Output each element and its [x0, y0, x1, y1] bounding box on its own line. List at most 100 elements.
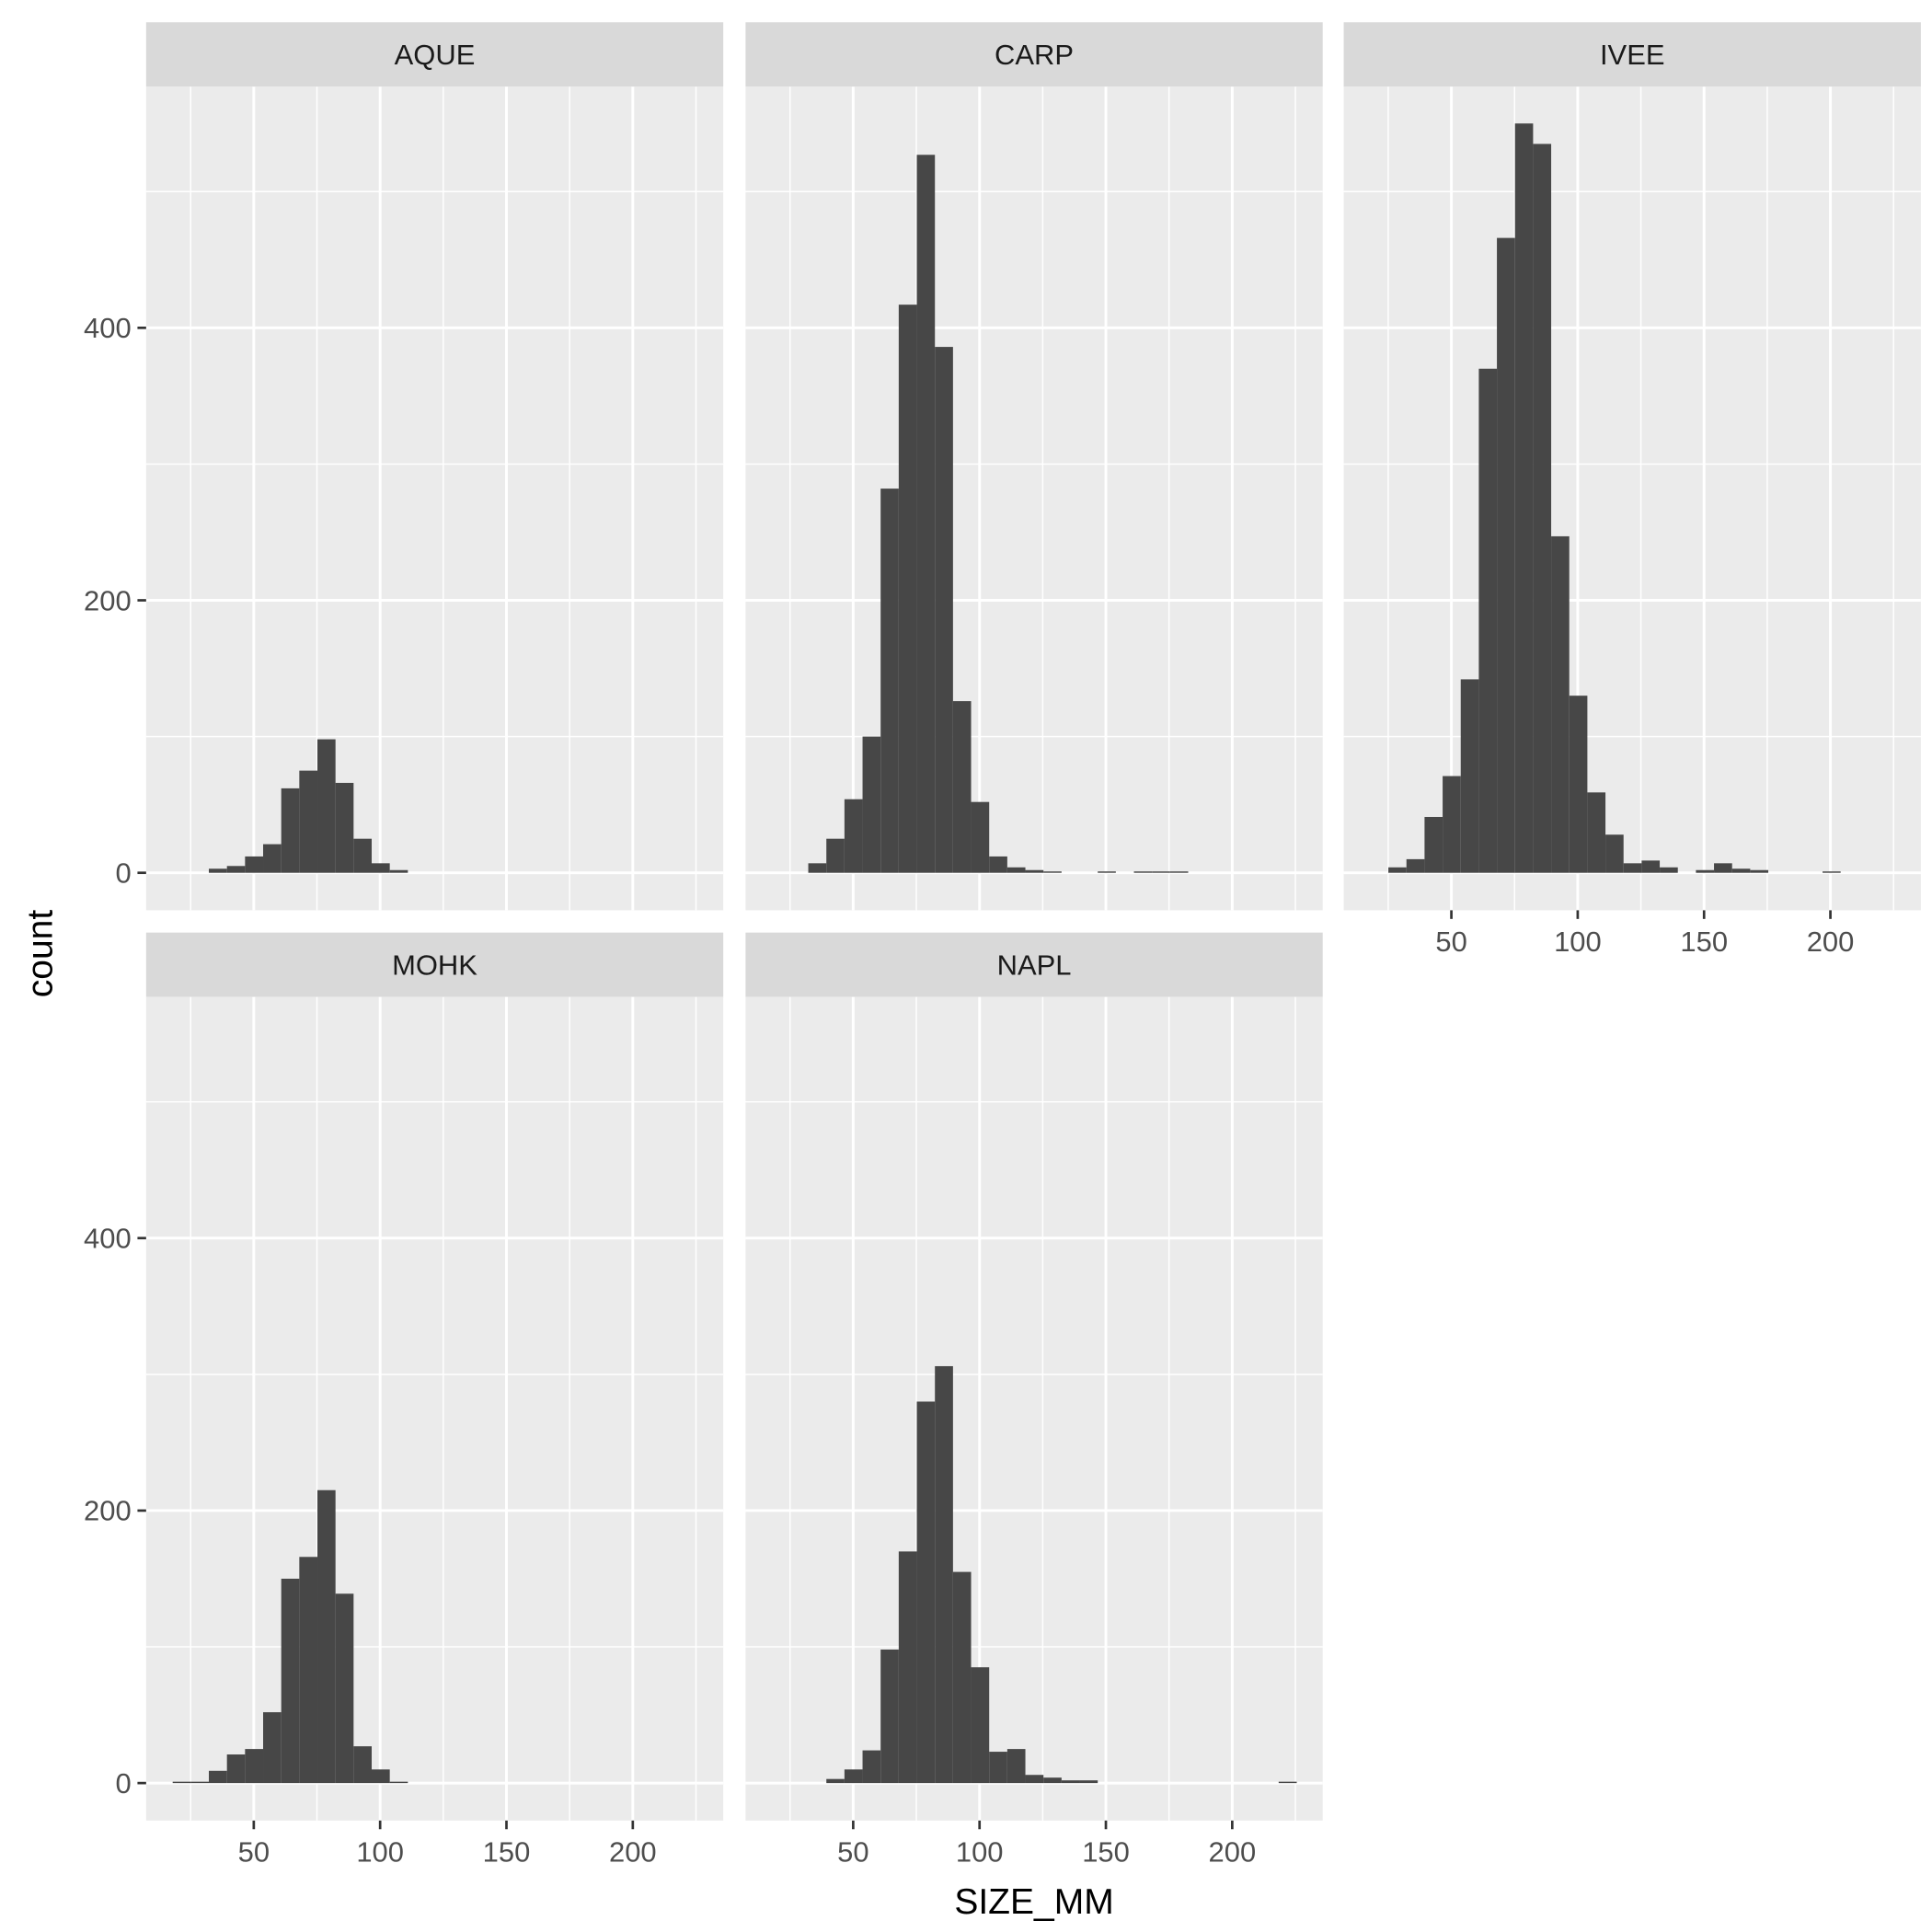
bar — [263, 1712, 282, 1784]
x-tick-label: 200 — [1807, 926, 1855, 958]
bar — [971, 801, 990, 873]
bar — [389, 869, 408, 873]
bar — [1605, 834, 1624, 873]
bar — [1514, 123, 1534, 873]
bar — [1025, 869, 1044, 873]
strip — [745, 932, 1323, 997]
strip-label: MOHK — [392, 949, 477, 981]
bar — [190, 1781, 210, 1784]
bar — [245, 1749, 264, 1784]
bar — [353, 1746, 373, 1784]
bar — [844, 799, 863, 873]
strip-label: NAPL — [997, 949, 1072, 981]
x-tick-label: 50 — [238, 1835, 270, 1868]
y-tick-label: 400 — [84, 312, 132, 344]
bar — [1497, 237, 1515, 873]
x-tick-label: 200 — [1209, 1835, 1257, 1868]
bar — [862, 1750, 881, 1784]
bar — [952, 701, 972, 873]
bar — [317, 1489, 336, 1784]
bar — [1098, 871, 1116, 873]
bar — [880, 1649, 899, 1784]
bar — [245, 856, 264, 873]
y-tick-label: 200 — [84, 1495, 132, 1527]
bar — [1714, 863, 1732, 873]
bar — [898, 305, 917, 873]
bar — [1460, 679, 1479, 873]
bar — [826, 1778, 845, 1784]
strip-label: AQUE — [395, 39, 476, 71]
strip — [145, 932, 724, 997]
bar — [209, 1770, 227, 1784]
y-tick-label: 200 — [84, 584, 132, 616]
bar — [1025, 1775, 1044, 1784]
bar — [862, 736, 881, 873]
bar — [1406, 858, 1425, 873]
y-tick-label: 400 — [84, 1223, 132, 1255]
bar — [335, 782, 354, 873]
strip-label: CARP — [995, 39, 1074, 71]
bar — [209, 868, 227, 873]
bar — [844, 1769, 863, 1784]
x-tick-label: 100 — [356, 1835, 404, 1868]
bar — [299, 1557, 318, 1784]
bar — [916, 155, 936, 873]
panel — [145, 996, 724, 1821]
bar — [880, 489, 899, 873]
bar — [826, 838, 845, 873]
bar — [172, 1781, 191, 1784]
panel — [745, 996, 1323, 1821]
bar — [935, 347, 953, 873]
bar — [1079, 1780, 1098, 1784]
bar — [916, 1401, 936, 1784]
x-tick-label: 150 — [483, 1835, 531, 1868]
bar — [281, 788, 300, 873]
x-tick-label: 50 — [1435, 926, 1466, 958]
bar — [317, 739, 336, 873]
bar — [1696, 869, 1715, 873]
panel — [745, 86, 1323, 911]
bar — [989, 856, 1007, 873]
bar — [1043, 871, 1062, 873]
x-tick-label: 100 — [956, 1835, 1004, 1868]
bar — [389, 1781, 408, 1784]
bar — [1823, 871, 1841, 873]
bar — [1043, 1777, 1062, 1784]
bar — [1569, 696, 1588, 873]
bar — [1061, 1780, 1080, 1784]
bar — [1478, 368, 1498, 873]
bar — [808, 863, 827, 873]
bar — [1169, 871, 1189, 873]
bar — [989, 1752, 1007, 1784]
y-tick-label: 0 — [115, 857, 131, 889]
x-tick-label: 50 — [837, 1835, 868, 1868]
x-tick-label: 150 — [1082, 1835, 1130, 1868]
x-tick-label: 200 — [609, 1835, 657, 1868]
bar — [1278, 1781, 1297, 1784]
bar — [335, 1593, 354, 1784]
bar — [1388, 867, 1407, 873]
bar — [1623, 863, 1642, 873]
panel — [1343, 86, 1921, 911]
x-tick-label: 150 — [1680, 926, 1728, 958]
bar — [1750, 869, 1769, 873]
bar — [299, 770, 318, 873]
strip — [745, 22, 1323, 87]
bar — [971, 1667, 990, 1784]
strip-label: IVEE — [1600, 39, 1665, 71]
bar — [1006, 1749, 1026, 1784]
bar — [1533, 144, 1552, 873]
bar — [226, 1754, 246, 1784]
bar — [226, 866, 246, 873]
bar — [1006, 867, 1026, 873]
bar — [1660, 867, 1678, 873]
bar — [1587, 792, 1606, 873]
y-tick-label: 0 — [115, 1767, 131, 1800]
bar — [1443, 776, 1461, 873]
bar — [353, 838, 373, 873]
y-axis-title: count — [21, 910, 61, 998]
bar — [372, 863, 390, 873]
bar — [1731, 868, 1751, 873]
